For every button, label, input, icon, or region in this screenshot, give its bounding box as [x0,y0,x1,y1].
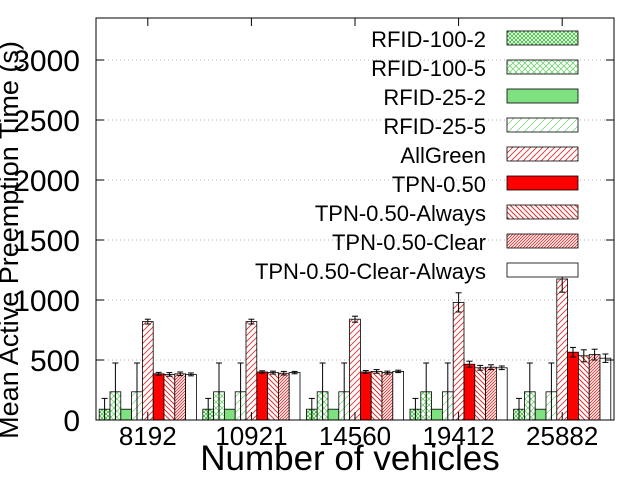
x-tick-label: 25882 [526,421,598,451]
bar [567,351,579,421]
y-axis-label: Mean Active Preemption Time (s) [0,41,24,439]
legend: RFID-100-2 RFID-100-5 RFID-25-2 RFID-25-5 Al… [255,27,579,284]
legend-swatch [506,233,579,249]
bar [381,372,394,421]
y-tick-label: 0 [63,405,80,438]
bar [556,278,568,421]
y-tick-label: 3000 [13,45,80,78]
y-axis-ticks: 0 500 1000 1500 2000 2500 3000 [13,45,614,438]
legend-label: RFID-25-2 [383,85,486,110]
bars-group [98,278,612,421]
legend-label: TPN-0.50 [392,172,486,197]
y-tick-label: 1000 [13,285,80,318]
x-tick-label: 10921 [215,421,287,451]
legend-label: TPN-0.50-Clear-Always [255,259,486,284]
bar [152,373,165,421]
bar [474,367,486,421]
bar [578,355,590,421]
bar [485,366,497,421]
legend-label: AllGreen [400,143,486,168]
legend-swatch [506,88,579,104]
x-axis-label: Number of vehicles [200,439,500,478]
bar [349,318,361,421]
legend-label: TPN-0.50-Always [315,201,486,226]
bar [223,408,236,421]
legend-swatch [506,204,579,220]
legend-label: RFID-100-2 [371,27,486,52]
bar [120,408,133,421]
bar [256,371,268,421]
bar [288,372,301,421]
bar [392,370,404,421]
legend-swatch [506,175,579,191]
x-tick-label: 8192 [119,421,177,451]
bar [245,321,258,421]
legend-swatch [506,30,579,46]
legend-swatch [506,117,579,133]
legend-swatch [506,146,579,162]
y-tick-label: 1500 [13,225,80,258]
bar [185,373,197,421]
bar [431,408,443,421]
bar [141,321,154,421]
x-axis-ticks: 8192 10921 14560 19412 25882 [119,18,598,451]
bar [277,372,290,421]
bar [359,371,372,421]
y-tick-label: 500 [30,345,80,378]
bar [267,372,279,421]
bar [327,408,340,421]
bar [588,354,601,421]
bar [495,367,508,421]
bar [463,363,476,421]
bar [599,357,612,421]
legend-label: TPN-0.50-Clear [332,230,486,255]
legend-label: RFID-100-5 [371,56,486,81]
bar [452,301,465,421]
legend-swatch [506,59,579,75]
x-tick-label: 19412 [422,421,494,451]
legend-swatch [506,262,579,278]
bar [163,373,176,421]
y-tick-label: 2000 [13,165,80,198]
bar [370,370,383,421]
legend-label: RFID-25-5 [383,114,486,139]
bar [534,408,547,421]
bar [174,373,187,421]
y-tick-label: 2500 [13,105,80,138]
x-tick-label: 14560 [319,421,391,451]
